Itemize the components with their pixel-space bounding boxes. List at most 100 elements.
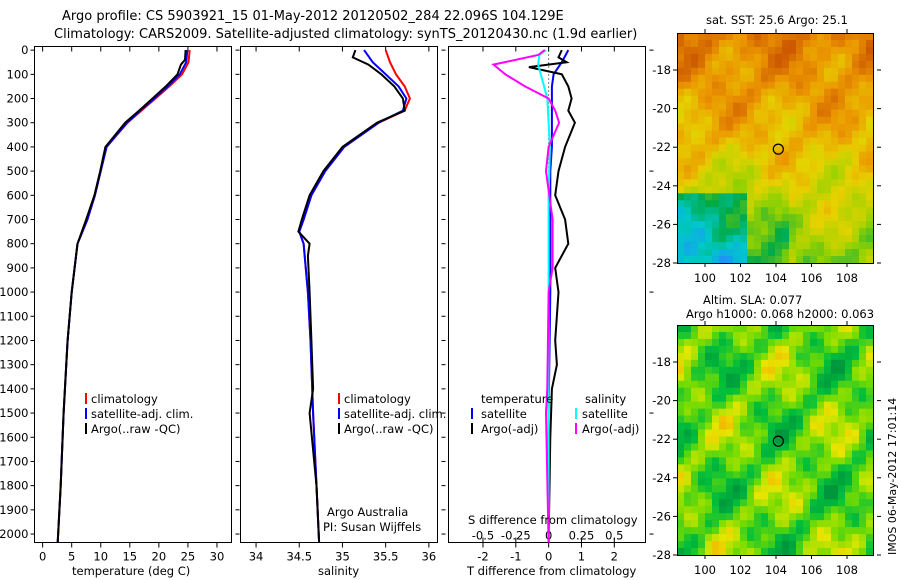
- map-cell: [747, 408, 755, 417]
- map-cell: [740, 506, 748, 514]
- map-cell: [677, 137, 685, 146]
- map-cell: [831, 520, 839, 528]
- map-cell: [761, 506, 769, 514]
- map-cell: [803, 471, 811, 479]
- map-cell: [859, 429, 867, 438]
- map-cell: [845, 450, 853, 458]
- map-cell: [782, 366, 790, 375]
- map-cell: [824, 144, 832, 152]
- lat-tick-label: -26: [652, 217, 671, 231]
- map-cell: [796, 221, 804, 229]
- map-cell: [859, 422, 867, 431]
- map-cell: [782, 221, 790, 229]
- map-cell: [733, 415, 741, 424]
- difference-plot-frame: [448, 46, 646, 543]
- map-cell: [810, 116, 818, 125]
- map-cell: [845, 366, 853, 375]
- map-cell: [810, 53, 818, 62]
- map-cell: [747, 527, 755, 535]
- map-cell: [852, 352, 860, 361]
- map-cell: [852, 380, 860, 389]
- map-cell: [677, 242, 685, 250]
- map-cell: [845, 193, 853, 201]
- map-cell: [859, 186, 867, 194]
- map-cell: [845, 123, 853, 132]
- map-cell: [824, 345, 832, 354]
- map-cell: [824, 527, 832, 535]
- map-cell: [831, 422, 839, 431]
- map-cell: [824, 60, 832, 69]
- map-cell: [859, 235, 867, 243]
- map-cell: [831, 485, 839, 493]
- map-cell: [698, 242, 706, 250]
- map-cell: [712, 214, 720, 222]
- map-cell: [761, 158, 769, 166]
- map-cell: [726, 352, 734, 361]
- map-cell: [768, 158, 776, 166]
- map-cell: [712, 46, 720, 55]
- map-cell: [831, 60, 839, 69]
- map-cell: [768, 33, 776, 41]
- map-cell: [719, 81, 727, 90]
- map-cell: [747, 506, 755, 514]
- temperature-plot-frame: [34, 46, 232, 543]
- legend-s-argo: Argo(-adj): [582, 422, 639, 436]
- map-cell: [852, 200, 860, 208]
- map-cell: [796, 436, 804, 444]
- map-cell: [747, 394, 755, 403]
- map-cell: [810, 46, 818, 55]
- map-cell: [712, 387, 720, 396]
- map-cell: [698, 338, 706, 347]
- map-cell: [733, 165, 741, 173]
- map-cell: [810, 506, 818, 514]
- map-cell: [719, 450, 727, 458]
- map-cell: [740, 464, 748, 472]
- map-cell: [845, 464, 853, 472]
- map-cell: [761, 256, 769, 264]
- map-cell: [712, 345, 720, 354]
- map-cell: [803, 429, 811, 438]
- map-cell: [719, 200, 727, 208]
- map-cell: [831, 46, 839, 55]
- map-cell: [740, 151, 748, 159]
- map-cell: [817, 548, 825, 556]
- map-cell: [733, 109, 741, 118]
- map-cell: [719, 513, 727, 521]
- map-cell: [782, 158, 790, 166]
- map-cell: [859, 144, 867, 152]
- x2-tick-label: -0.25: [501, 529, 531, 543]
- map-cell: [719, 172, 727, 180]
- map-cell: [775, 116, 783, 125]
- map-cell: [775, 485, 783, 493]
- map-cell: [677, 478, 685, 486]
- y-tick-label: 0: [21, 43, 28, 57]
- map-cell: [782, 60, 790, 69]
- map-cell: [719, 464, 727, 472]
- map-cell: [810, 179, 818, 187]
- map-cell: [761, 352, 769, 361]
- map-cell: [831, 499, 839, 507]
- map-cell: [789, 95, 797, 104]
- map-cell: [789, 408, 797, 417]
- map-cell: [684, 359, 692, 368]
- map-cell: [782, 249, 790, 257]
- map-cell: [754, 67, 762, 76]
- map-cell: [740, 338, 748, 347]
- map-cell: [831, 429, 839, 438]
- map-cell: [747, 39, 755, 48]
- map-cell: [733, 158, 741, 166]
- title-line-1: Argo profile: CS 5903921_15 01-May-2012 …: [62, 9, 564, 24]
- map-cell: [733, 499, 741, 507]
- map-cell: [698, 214, 706, 222]
- temperature-legend: climatology satellite-adj. clim. Argo(..…: [85, 392, 193, 436]
- map-cell: [754, 401, 762, 410]
- map-cell: [754, 359, 762, 368]
- map-cell: [775, 165, 783, 173]
- map-cell: [684, 235, 692, 243]
- map-cell: [677, 443, 685, 451]
- map-cell: [719, 256, 727, 264]
- x-tick-label: 20: [152, 550, 167, 564]
- map-cell: [810, 534, 818, 542]
- map-cell: [740, 81, 748, 90]
- map-cell: [789, 534, 797, 542]
